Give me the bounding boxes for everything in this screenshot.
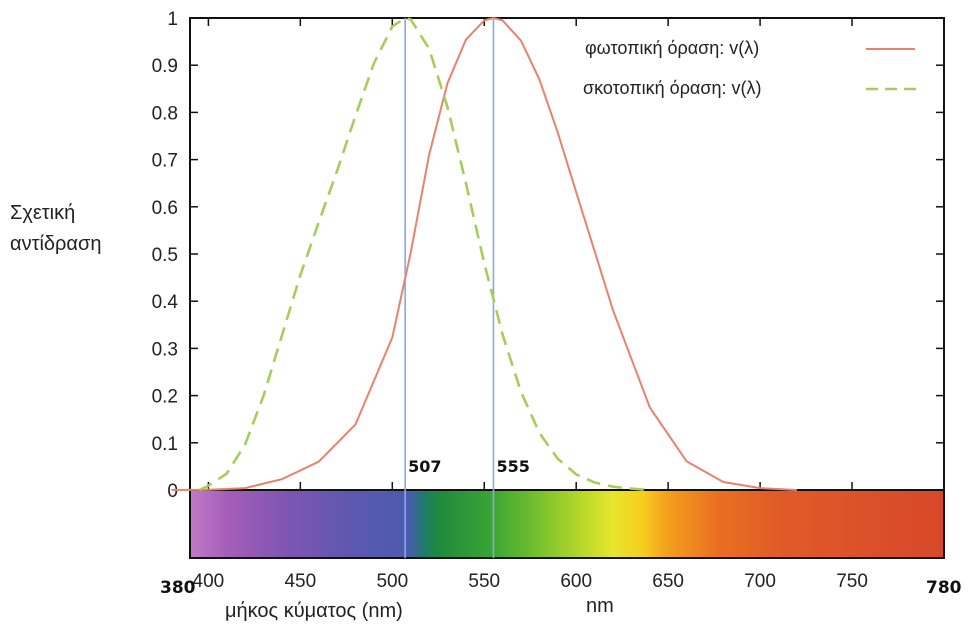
spectrum-bar-group xyxy=(189,489,945,559)
y-axis: 0 0.1 0.2 0.3 0.4 0.5 0.6 0.7 0.8 0.9 1 xyxy=(152,9,944,502)
y-tick-label: 1 xyxy=(167,9,178,30)
x-axis-label: μήκος κύματος (nm) xyxy=(225,600,403,622)
x-edge-label-end: 780 xyxy=(926,578,962,598)
y-tick-label: 0.7 xyxy=(152,151,178,172)
y-tick-label: 0.9 xyxy=(152,56,178,77)
legend-label-photopic: φωτοπική όραση: v(λ) xyxy=(585,38,759,58)
y-axis-label-line-2: αντίδραση xyxy=(10,233,101,255)
series-line-photopic xyxy=(171,17,797,491)
y-tick-label: 0.8 xyxy=(152,103,178,124)
x-tick-label: 500 xyxy=(376,571,408,592)
x-tick-label: 450 xyxy=(284,571,316,592)
y-tick-label: 0 xyxy=(167,481,178,502)
series-line-scotopic xyxy=(198,16,650,492)
x-tick-label: 700 xyxy=(744,571,776,592)
peak-marker-label: 507 xyxy=(408,457,441,476)
y-tick-label: 0.6 xyxy=(152,198,178,219)
legend: φωτοπική όραση: v(λ) σκοτοπική όραση: v(… xyxy=(583,38,918,98)
y-tick-label: 0.1 xyxy=(152,434,178,455)
x-tick-label: 750 xyxy=(836,571,868,592)
y-axis-label-line-1: Σχετική xyxy=(10,202,75,224)
x-tick-label: 650 xyxy=(652,571,684,592)
x-tick-label: 600 xyxy=(560,571,592,592)
x-axis: 400 450 500 550 600 650 700 750 xyxy=(193,18,868,592)
peak-markers: 507 555 xyxy=(404,18,530,558)
x-tick-label: 400 xyxy=(193,571,225,592)
y-tick-label: 0.2 xyxy=(152,387,178,408)
x-edge-label-start: 380 xyxy=(160,578,196,598)
peak-marker-label: 555 xyxy=(496,457,529,476)
series-lines xyxy=(171,16,797,492)
y-tick-label: 0.4 xyxy=(152,292,179,313)
legend-label-scotopic: σκοτοπική όραση: v(λ) xyxy=(583,78,761,98)
x-axis-unit: nm xyxy=(586,595,614,617)
y-tick-label: 0.3 xyxy=(152,339,178,360)
plot-frame xyxy=(189,17,945,491)
y-tick-label: 0.5 xyxy=(152,245,178,266)
x-tick-label: 550 xyxy=(468,571,500,592)
spectrum-bar xyxy=(189,489,945,559)
